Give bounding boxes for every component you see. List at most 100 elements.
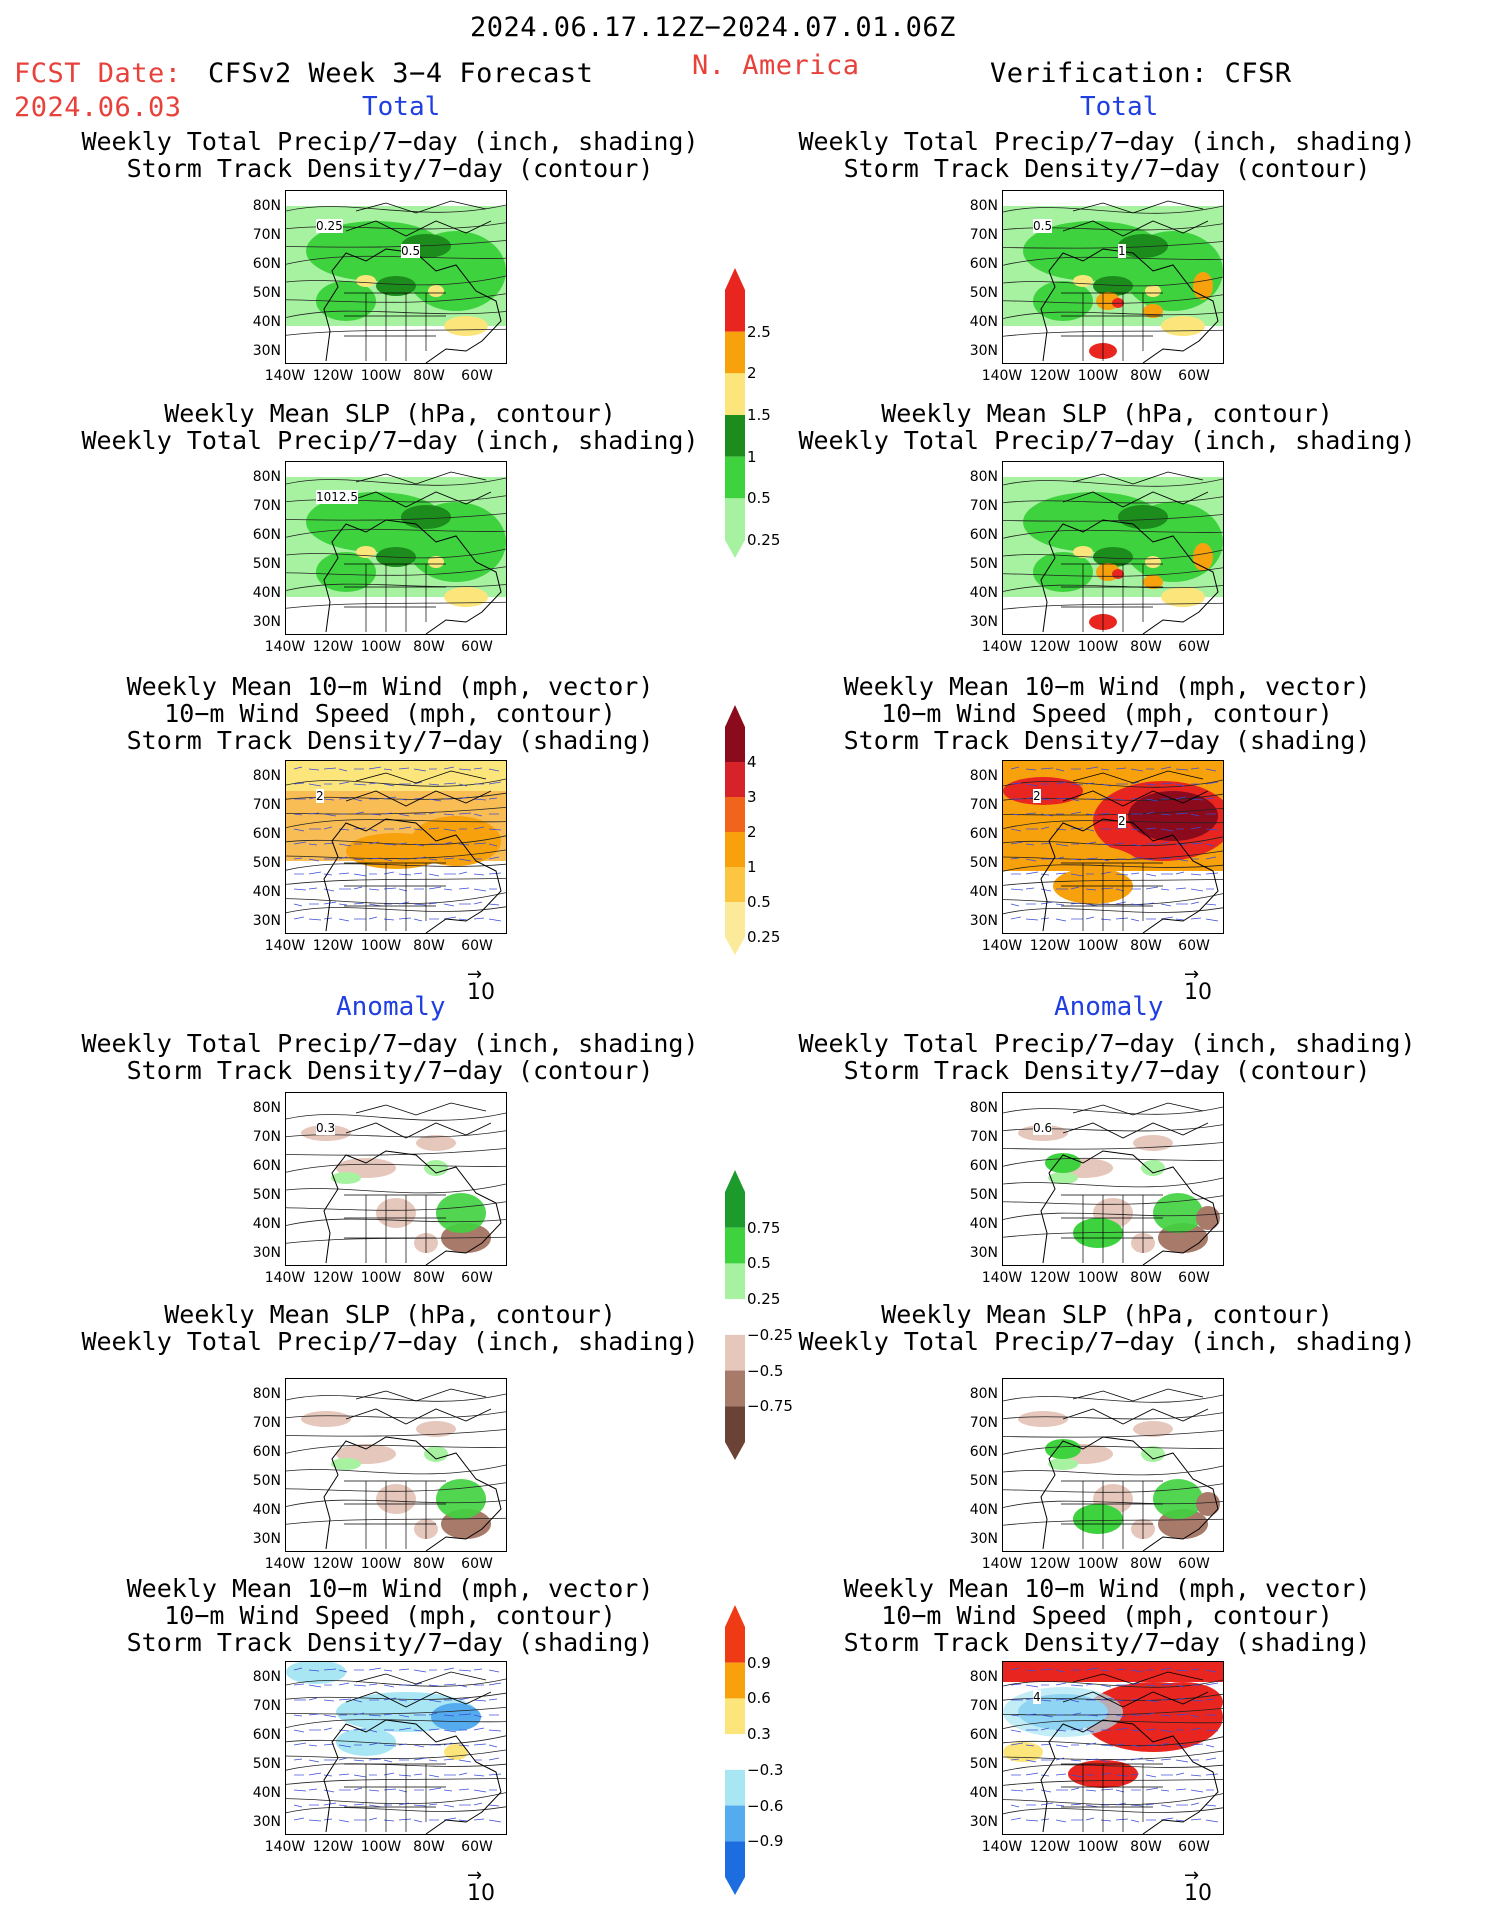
colorbar-label: −0.9 [747,1832,784,1851]
lat-tick-label: 40N [252,1502,281,1518]
lat-tick-label: 40N [252,585,281,601]
lon-tick-label: 80W [1130,1270,1162,1286]
lon-tick-label: 120W [312,1839,354,1855]
colorbar-label: 0.75 [747,1218,781,1237]
lon-tick-label: 120W [312,639,354,655]
vector-reference-value: 10 [467,980,495,1005]
section-total-right: Total [1080,92,1159,122]
vector-reference: → 10 [467,1865,495,1907]
lat-tick-label: 30N [252,1531,281,1547]
colorbar-label: 0.5 [747,893,771,911]
panel-title: Weekly Mean 10−m Wind (mph, vector) 10−m… [126,1574,654,1657]
model-title: CFSv2 Week 3−4 Forecast [208,58,594,89]
lon-tick-label: 80W [413,639,445,655]
lon-tick-label: 140W [264,639,306,655]
lon-tick-label: 140W [264,1270,306,1286]
panel-title: Weekly Mean SLP (hPa, contour) Weekly To… [798,399,1416,455]
lon-tick-label: 80W [413,1556,445,1572]
lon-tick-label: 80W [1130,1839,1162,1855]
lat-tick-label: 80N [969,1669,998,1685]
lon-tick-label: 80W [413,1270,445,1286]
lat-tick-label: 40N [969,1502,998,1518]
lon-tick-label: 60W [1178,639,1210,655]
lon-tick-label: 140W [981,368,1023,384]
colorbar-label: −0.5 [747,1361,784,1380]
lat-tick-label: 80N [969,1386,998,1402]
lon-tick-label: 140W [981,1270,1023,1286]
colorbar-label: 0.5 [747,489,771,508]
contour-label: 0.5 [401,244,421,258]
lat-tick-label: 50N [969,285,998,301]
map-panel: 4 [1002,1661,1224,1835]
lon-tick-label: 140W [264,1839,306,1855]
lat-tick-label: 60N [969,1444,998,1460]
vector-reference: → 10 [1184,964,1212,1006]
lon-tick-label: 60W [1178,938,1210,954]
lat-tick-label: 50N [969,556,998,572]
lat-tick-label: 30N [969,343,998,359]
lat-tick-label: 70N [252,227,281,243]
lat-tick-label: 80N [969,1100,998,1116]
lat-tick-label: 80N [252,198,281,214]
lon-tick-label: 120W [312,938,354,954]
map-panel [1002,1378,1224,1552]
colorbar-label: −0.3 [747,1760,784,1779]
lat-tick-label: 60N [252,1158,281,1174]
lon-tick-label: 140W [981,1556,1023,1572]
section-total-left: Total [362,92,441,122]
lon-tick-label: 140W [264,368,306,384]
lon-tick-label: 100W [360,938,402,954]
lon-tick-label: 60W [1178,1839,1210,1855]
colorbar-label: 0.9 [747,1653,771,1672]
lat-tick-label: 50N [252,285,281,301]
lat-tick-label: 70N [969,1415,998,1431]
lon-tick-label: 100W [1077,1270,1119,1286]
colorbar-label: 0.3 [747,1725,771,1744]
lat-tick-label: 80N [252,1100,281,1116]
lat-tick-label: 80N [252,1386,281,1402]
lon-tick-label: 60W [461,1839,493,1855]
colorbar-label: 2.5 [747,322,771,341]
lat-tick-label: 30N [252,614,281,630]
section-anomaly-left: Anomaly [336,992,446,1022]
colorbar-label: 4 [747,753,757,771]
precip-total-colorbar [725,268,745,558]
colorbar-label: −0.75 [747,1397,793,1416]
lat-tick-label: 40N [252,1785,281,1801]
lon-tick-label: 140W [981,938,1023,954]
lat-tick-label: 50N [252,1473,281,1489]
lat-tick-label: 80N [252,469,281,485]
colorbar-label: 3 [747,788,757,806]
lon-tick-label: 60W [461,368,493,384]
lon-tick-label: 80W [413,938,445,954]
lat-tick-label: 30N [969,913,998,929]
contour-label: 0.5 [1033,219,1053,233]
colorbar-label: 0.5 [747,1254,771,1273]
lat-tick-label: 70N [252,1698,281,1714]
lat-tick-label: 60N [969,256,998,272]
panel-title: Weekly Mean 10−m Wind (mph, vector) 10−m… [843,1574,1371,1657]
lat-tick-label: 60N [969,1158,998,1174]
colorbar-label: 2 [747,823,757,841]
colorbar-label: 2 [747,364,757,383]
panel-title: Weekly Total Precip/7−day (inch, shading… [798,1029,1416,1085]
lat-tick-label: 40N [969,585,998,601]
storm-anomaly-colorbar [725,1605,745,1895]
contour-label: 1012.5 [316,490,358,504]
lat-tick-label: 50N [252,855,281,871]
panel-title: Weekly Mean SLP (hPa, contour) Weekly To… [81,1300,699,1356]
lat-tick-label: 40N [252,314,281,330]
panel-title: Weekly Mean SLP (hPa, contour) Weekly To… [798,1300,1416,1356]
colorbar-label: 0.25 [747,1290,781,1309]
colorbar-label: −0.6 [747,1796,784,1815]
lat-tick-label: 60N [969,826,998,842]
colorbar-label: 1 [747,447,757,466]
contour-label: 2 [1118,814,1126,828]
lon-tick-label: 60W [1178,1556,1210,1572]
contour-label: 0.6 [1033,1121,1053,1135]
contour-label: 2 [316,789,324,803]
panel-title: Weekly Total Precip/7−day (inch, shading… [798,127,1416,183]
lon-tick-label: 60W [1178,1270,1210,1286]
lat-tick-label: 60N [252,1444,281,1460]
fcst-date-value: 2024.06.03 [14,92,182,123]
